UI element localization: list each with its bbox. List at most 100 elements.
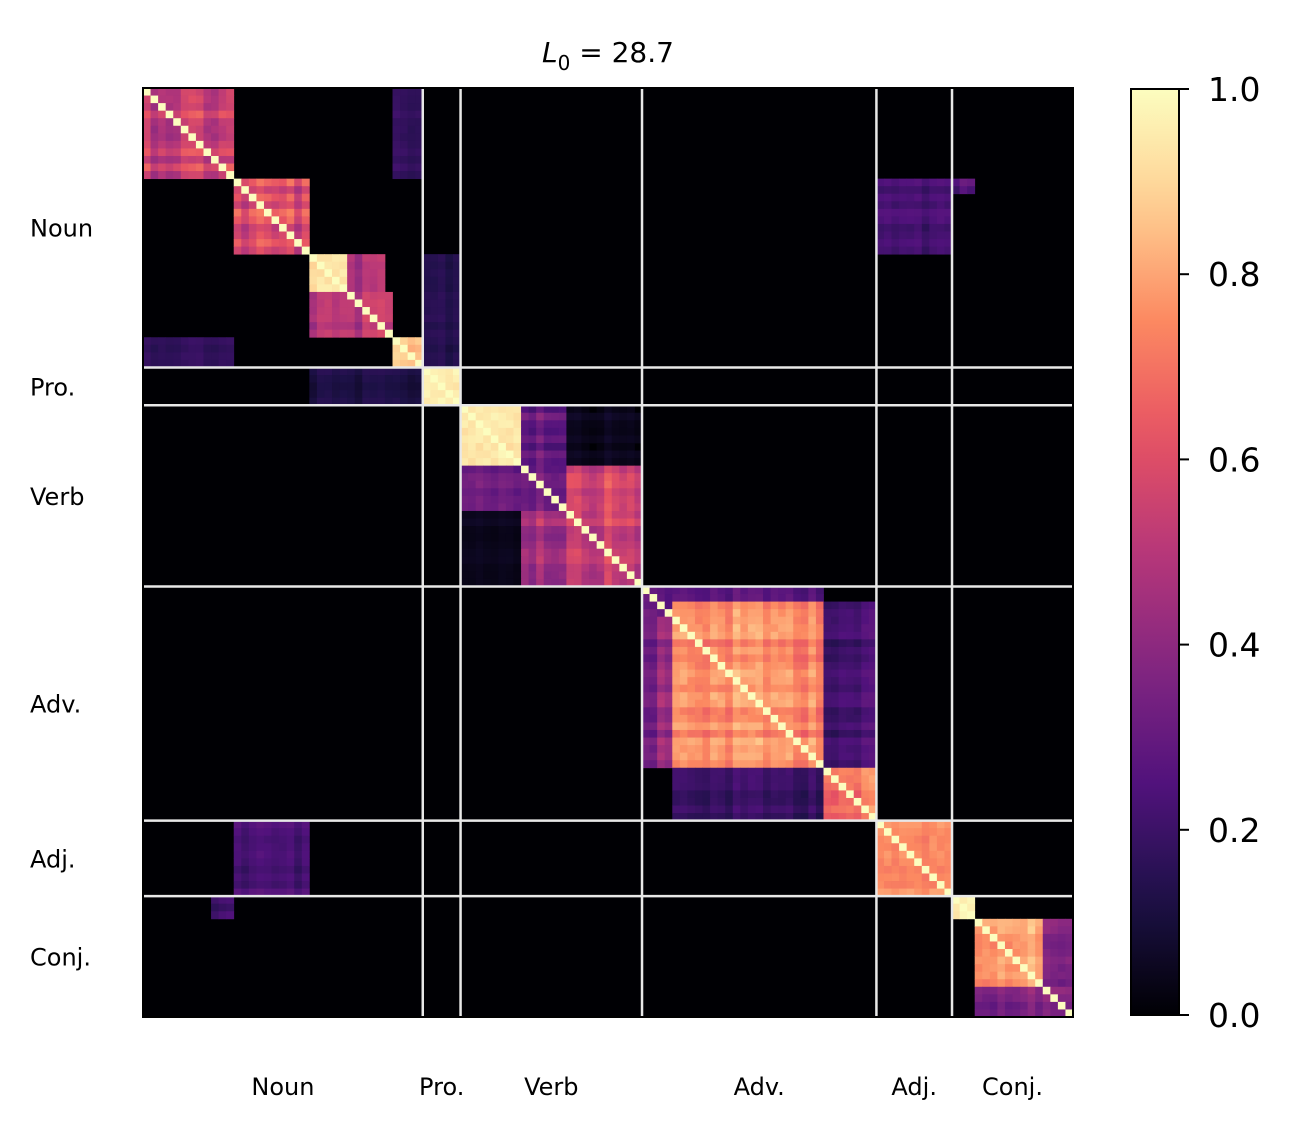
heatmap-cell	[271, 881, 280, 889]
heatmap-cell	[339, 284, 348, 293]
heatmap-cell	[687, 684, 696, 693]
heatmap-cell	[1057, 971, 1066, 980]
colorbar-tick-label: 0.2	[1208, 811, 1260, 850]
heatmap-cell	[778, 737, 787, 746]
heatmap-cell	[694, 677, 703, 686]
heatmap-cell	[558, 563, 567, 572]
heatmap-cell	[997, 994, 1006, 1003]
heatmap-cell	[694, 662, 703, 670]
heatmap-cell	[755, 616, 764, 625]
heatmap-cell	[279, 216, 288, 225]
heatmap-cell	[740, 586, 749, 595]
heatmap-cell	[876, 843, 885, 852]
heatmap-cell	[1042, 1009, 1051, 1018]
heatmap-cell	[188, 344, 197, 353]
heatmap-cell	[513, 526, 522, 535]
heatmap-cell	[286, 178, 295, 187]
heatmap-cell	[468, 435, 477, 444]
heatmap-cell	[649, 654, 658, 663]
heatmap-cell	[763, 594, 771, 602]
heatmap-cell	[475, 578, 484, 587]
heatmap-cell	[369, 284, 378, 293]
heatmap-cell	[740, 745, 749, 754]
heatmap-cell	[611, 488, 620, 497]
heatmap-cell	[868, 692, 877, 701]
heatmap-cell	[642, 639, 650, 648]
heatmap-cell	[740, 677, 749, 686]
heatmap-cell	[611, 420, 620, 429]
heatmap-cell	[226, 95, 235, 104]
heatmap-cell	[294, 850, 303, 859]
heatmap-cell	[672, 782, 681, 791]
heatmap-cell	[150, 95, 159, 104]
heatmap-cell	[687, 813, 696, 822]
heatmap-cell	[846, 616, 855, 625]
heatmap-cell	[437, 284, 446, 293]
heatmap-cell	[687, 790, 696, 799]
heatmap-cell	[377, 291, 386, 300]
heatmap-cell	[710, 745, 719, 754]
heatmap-cell	[422, 344, 431, 353]
heatmap-cell	[392, 163, 401, 172]
heatmap-cell	[437, 382, 446, 391]
heatmap-cell	[596, 578, 605, 587]
heatmap-cell	[158, 359, 167, 368]
heatmap-cell	[808, 594, 817, 602]
heatmap-cell	[778, 586, 787, 595]
heatmap-cell	[521, 533, 530, 542]
heatmap-cell	[248, 208, 257, 217]
heatmap-cell	[694, 760, 703, 769]
heatmap-cell	[392, 118, 401, 127]
heatmap-cell	[634, 420, 643, 429]
heatmap-cell	[611, 526, 620, 535]
heatmap-cell	[528, 548, 537, 557]
heatmap-cell	[475, 465, 484, 474]
heatmap-cell	[808, 752, 817, 761]
heatmap-cell	[868, 722, 877, 731]
heatmap-cell	[203, 95, 212, 104]
heatmap-cell	[861, 760, 870, 769]
heatmap-cell	[997, 1001, 1006, 1010]
heatmap-cell	[392, 88, 401, 96]
heatmap-cell	[407, 133, 416, 142]
heatmap-cell	[853, 639, 862, 648]
heatmap-cell	[453, 329, 461, 338]
heatmap-cell	[664, 594, 673, 602]
heatmap-cell	[1035, 933, 1044, 942]
heatmap-cell	[883, 231, 892, 240]
heatmap-cell	[808, 737, 817, 746]
heatmap-cell	[694, 631, 703, 640]
heatmap-cell	[755, 631, 764, 640]
heatmap-cell	[407, 367, 416, 376]
heatmap-cell	[347, 291, 356, 300]
heatmap-cell	[755, 646, 764, 655]
heatmap-cell	[770, 669, 779, 678]
heatmap-cell	[483, 450, 492, 459]
heatmap-cell	[868, 752, 877, 761]
heatmap-cell	[513, 480, 522, 489]
heatmap-cell	[634, 510, 643, 519]
heatmap-cell	[626, 548, 635, 557]
heatmap-cell	[619, 412, 628, 421]
heatmap-cell	[384, 390, 393, 399]
heatmap-cell	[823, 782, 832, 791]
heatmap-cell	[1057, 1001, 1066, 1010]
heatmap-cell	[778, 707, 787, 716]
heatmap-cell	[634, 465, 643, 474]
heatmap-cell	[384, 307, 393, 315]
heatmap-cell	[1065, 956, 1074, 965]
heatmap-cell	[558, 578, 567, 587]
heatmap-cell	[445, 329, 454, 338]
heatmap-cell	[694, 767, 703, 776]
heatmap-cell	[498, 563, 507, 572]
heatmap-cell	[218, 95, 227, 104]
heatmap-cell	[543, 435, 552, 444]
heatmap-cell	[876, 865, 885, 874]
heatmap-cell	[490, 518, 499, 527]
heatmap-cell	[679, 669, 688, 678]
heatmap-cell	[831, 782, 840, 791]
heatmap-cell	[936, 201, 945, 210]
heatmap-cell	[536, 412, 545, 421]
heatmap-cell	[226, 103, 235, 112]
heatmap-cell	[717, 601, 726, 610]
